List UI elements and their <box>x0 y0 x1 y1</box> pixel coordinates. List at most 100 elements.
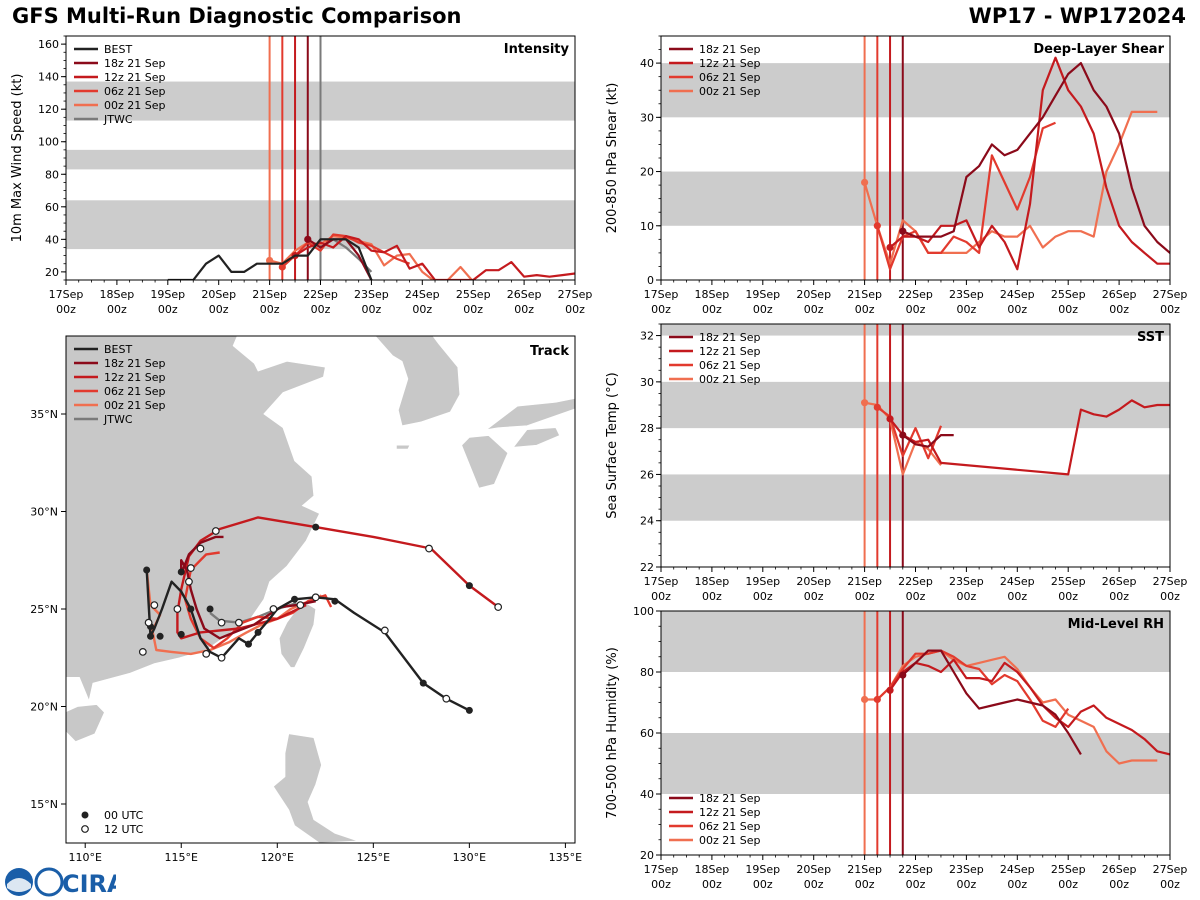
sst-series-group <box>861 399 1170 476</box>
intensity-legend-label: 18z 21 Sep <box>104 57 166 70</box>
sst-init-lines <box>863 324 904 567</box>
intensity-xtick-hour: 00z <box>158 303 178 316</box>
intensity-legend-label: 12z 21 Sep <box>104 71 166 84</box>
track-marker-12utc <box>217 618 226 627</box>
sst-xtick-hour: 00z <box>1160 590 1180 603</box>
sst-legend-label: 00z 21 Sep <box>699 373 761 386</box>
sst-xtick-day: 18Sep <box>695 575 730 588</box>
intensity-xtick-hour: 00z <box>311 303 331 316</box>
rh-xtick-day: 24Sep <box>1000 863 1035 876</box>
sst-legend-label: 06z 21 Sep <box>699 359 761 372</box>
intensity-panel: 20 40 60 80 100 120 140 160 17Sep 00z 18Sep 00z 19Se… <box>10 35 593 316</box>
sst-xtick-hour: 00z <box>1109 590 1129 603</box>
intensity-series-group <box>167 233 575 280</box>
intensity-ytick-label: 160 <box>38 38 59 51</box>
track-xtick-label: 135°E <box>549 851 582 864</box>
noaa-wave-icon <box>7 878 31 892</box>
track-title: Track <box>530 344 569 359</box>
track-legend-label: JTWC <box>103 413 133 426</box>
track-legend-label: BEST <box>104 343 132 356</box>
rh-title: Mid-Level RH <box>1068 617 1164 632</box>
intensity-ylabel: 10m Max Wind Speed (kt) <box>10 74 25 243</box>
sst-xtick-day: 19Sep <box>745 575 780 588</box>
rh-xtick-day: 26Sep <box>1102 863 1137 876</box>
rh-xtick-day: 20Sep <box>796 863 831 876</box>
intensity-xtick-hour: 00z <box>107 303 127 316</box>
rh-xtick-hour: 00z <box>1007 878 1027 891</box>
track-marker-00utc <box>187 605 195 613</box>
shear-ytick-label: 20 <box>640 166 654 179</box>
intensity-title: Intensity <box>504 42 570 57</box>
shear-ytick-label: 0 <box>647 274 654 287</box>
sst-panel: 22 24 26 28 30 32 17Sep 00z 18Sep 00z 19Sep 00z 20Se… <box>605 323 1187 603</box>
honshu-land <box>486 398 575 430</box>
intensity-ytick-label: 60 <box>45 201 59 214</box>
sst-xtick-hour: 00z <box>855 590 875 603</box>
rh-series-06z <box>876 649 1070 729</box>
rh-ytick-label: 100 <box>633 605 654 618</box>
intensity-legend-label: JTWC <box>103 113 133 126</box>
intensity-xtick-hour: 00z <box>514 303 534 316</box>
rh-xtick-day: 21Sep <box>847 863 882 876</box>
track-frame <box>65 335 576 844</box>
shear-xtick-day: 18Sep <box>695 288 730 301</box>
sst-xtick-hour: 00z <box>651 590 671 603</box>
track-marker-12utc <box>311 593 320 602</box>
intensity-xtick-day: 18Sep <box>100 288 135 301</box>
shikoku-land <box>512 427 561 448</box>
shear-xtick-hour: 00z <box>1007 303 1027 316</box>
track-marker-12utc <box>144 618 153 627</box>
sst-band-1 <box>661 381 1170 429</box>
cira-globe-icon <box>34 867 64 897</box>
intensity-ytick-label: 120 <box>38 103 59 116</box>
sst-band-0 <box>661 474 1170 521</box>
rh-ytick-label: 40 <box>640 788 654 801</box>
rh-xtick-day: 22Sep <box>898 863 933 876</box>
shear-ytick-label: 40 <box>640 57 654 70</box>
track-xtick-label: 120°E <box>261 851 294 864</box>
sst-series-18z <box>902 434 954 448</box>
sst-band-2 <box>661 324 1170 336</box>
track-marker-12utc <box>442 694 451 703</box>
track-marker-12utc <box>217 653 226 662</box>
korea-land <box>374 336 461 427</box>
sst-title: SST <box>1137 330 1164 345</box>
rh-xtick-hour: 00z <box>1160 878 1180 891</box>
track-marker-12utc <box>202 649 211 658</box>
intensity-xtick-hour: 00z <box>463 303 483 316</box>
shear-xtick-day: 20Sep <box>796 288 831 301</box>
track-marker-00utc <box>312 523 320 531</box>
track-legend-label: 06z 21 Sep <box>104 385 166 398</box>
noaa-cira-logo: CIRA <box>5 867 116 898</box>
intensity-legend-label: 00z 21 Sep <box>104 99 166 112</box>
intensity-legend-label: 06z 21 Sep <box>104 85 166 98</box>
shear-xtick-day: 24Sep <box>1000 288 1035 301</box>
shear-panel: 0 10 20 30 40 17Sep 00z 18Sep 00z 19Sep 00z 20Sep 00… <box>605 35 1187 316</box>
intensity-xtick-day: 27Sep <box>558 288 593 301</box>
sst-ytick-label: 28 <box>640 422 654 435</box>
track-xtick-label: 130°E <box>453 851 486 864</box>
track-marker-12utc <box>186 564 195 572</box>
track-marker-00utc <box>254 628 262 636</box>
shear-xtick-hour: 00z <box>804 303 824 316</box>
sst-ylabel: Sea Surface Temp (°C) <box>605 372 620 519</box>
shear-xtick-day: 23Sep <box>949 288 984 301</box>
shear-series-06z <box>876 121 1056 271</box>
sst-xtick-day: 25Sep <box>1051 575 1086 588</box>
shear-xtick-hour: 00z <box>753 303 773 316</box>
shear-band-0 <box>661 171 1170 226</box>
jeju-land <box>396 444 411 450</box>
shear-ytick-label: 10 <box>640 220 654 233</box>
track-marker-00utc <box>465 582 473 590</box>
intensity-xtick-day: 24Sep <box>405 288 440 301</box>
intensity-xtick-day: 25Sep <box>456 288 491 301</box>
sst-legend-label: 18z 21 Sep <box>699 331 761 344</box>
intensity-xtick-hour: 00z <box>412 303 432 316</box>
track-marker-00utc <box>465 706 473 714</box>
track-xtick-label: 125°E <box>357 851 390 864</box>
track-marker-00utc <box>419 679 427 687</box>
rh-init-marker-12z <box>886 686 894 694</box>
rh-series-18z <box>902 649 1082 755</box>
